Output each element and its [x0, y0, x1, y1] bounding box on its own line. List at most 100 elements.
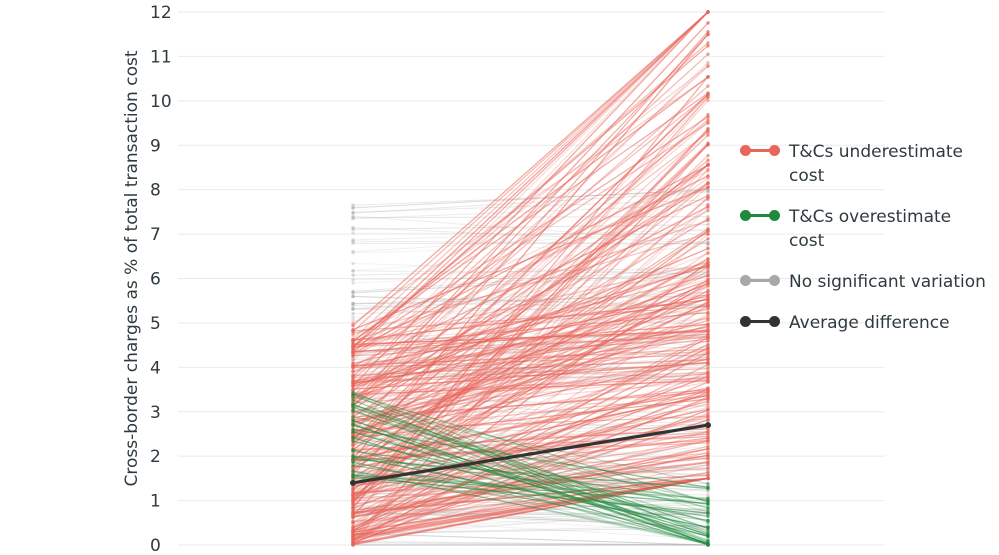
- series-line-underestimate: [352, 293, 709, 357]
- average-line: [352, 423, 709, 485]
- series-line-underestimate: [352, 477, 709, 500]
- series-line-no-variation: [352, 227, 709, 244]
- series-point-overestimate: [706, 538, 710, 542]
- series-line-underestimate: [352, 177, 709, 436]
- series-line-no-variation: [352, 204, 709, 220]
- series-line-underestimate: [352, 361, 709, 390]
- series-line-underestimate: [352, 65, 709, 342]
- series-line-no-variation: [352, 533, 709, 546]
- average-point: [705, 422, 711, 429]
- series-point-overestimate: [351, 408, 355, 412]
- legend-item-underestimate[interactable]: T&Cs underestimate cost: [740, 140, 990, 188]
- series-point-underestimate: [351, 337, 355, 341]
- series-line-underestimate: [352, 170, 709, 336]
- series-point-underestimate: [351, 345, 355, 350]
- series-point-underestimate: [706, 153, 710, 158]
- series-line-underestimate: [352, 85, 709, 397]
- series-point-underestimate: [351, 502, 355, 506]
- series-point-underestimate: [706, 284, 710, 288]
- series-point-underestimate: [706, 327, 710, 332]
- series-point-no-variation: [706, 244, 710, 248]
- series-line-overestimate: [352, 419, 709, 545]
- series-line-underestimate: [352, 477, 709, 546]
- series-line-underestimate: [352, 335, 709, 353]
- series-point-underestimate: [706, 430, 710, 434]
- series-point-underestimate: [706, 446, 710, 451]
- series-line-underestimate: [352, 303, 709, 434]
- series-point-overestimate: [706, 514, 710, 519]
- series-point-no-variation: [351, 281, 355, 285]
- series-point-no-variation: [351, 273, 355, 277]
- series-line-underestimate: [352, 270, 709, 447]
- series-line-underestimate: [352, 351, 709, 479]
- series-point-underestimate: [351, 534, 355, 539]
- legend-swatch-icon: [740, 270, 780, 292]
- series-line-no-variation: [352, 359, 709, 380]
- series-line-underestimate: [352, 373, 709, 397]
- y-axis-title: Cross-border charges as % of total trans…: [122, 50, 142, 486]
- series-line-underestimate: [352, 375, 709, 509]
- series-point-overestimate: [351, 402, 355, 407]
- series-line-overestimate: [352, 391, 709, 537]
- legend-item-average[interactable]: Average difference: [740, 311, 990, 335]
- series-point-underestimate: [706, 112, 710, 117]
- series-point-underestimate: [351, 345, 355, 350]
- series-line-underestimate: [352, 358, 709, 437]
- series-line-underestimate: [352, 143, 709, 496]
- series-line-underestimate: [352, 477, 709, 525]
- series-point-no-variation: [706, 198, 710, 202]
- series-line-underestimate: [352, 380, 709, 415]
- series-point-underestimate: [351, 369, 355, 373]
- series-point-overestimate: [351, 457, 355, 461]
- series-point-underestimate: [706, 441, 710, 445]
- series-point-underestimate: [351, 502, 355, 506]
- series-point-underestimate: [706, 370, 710, 374]
- series-point-underestimate: [706, 330, 710, 334]
- series-point-underestimate: [706, 466, 710, 470]
- series-point-no-variation: [351, 311, 355, 316]
- series-point-no-variation: [706, 187, 710, 192]
- legend-item-overestimate[interactable]: T&Cs overestimate cost: [740, 205, 990, 253]
- series-point-underestimate: [351, 538, 355, 543]
- series-point-underestimate: [706, 274, 710, 278]
- series-point-no-variation: [706, 537, 710, 541]
- series-point-overestimate: [351, 475, 355, 479]
- series-point-no-variation: [706, 187, 710, 192]
- series-point-underestimate: [706, 98, 710, 103]
- series-point-no-variation: [351, 307, 355, 311]
- series-point-underestimate: [351, 499, 355, 503]
- series-line-underestimate: [352, 238, 709, 461]
- series-line-underestimate: [352, 182, 709, 418]
- series-line-underestimate: [352, 427, 709, 451]
- series-point-underestimate: [706, 429, 710, 433]
- series-point-underestimate: [706, 354, 710, 359]
- series-line-underestimate: [352, 282, 709, 427]
- series-line-underestimate: [352, 164, 709, 440]
- series-line-underestimate: [352, 197, 709, 503]
- series-line-no-variation: [352, 240, 709, 245]
- series-point-no-variation: [351, 357, 355, 362]
- series-point-underestimate: [706, 118, 710, 122]
- series-line-no-variation: [352, 346, 709, 352]
- series-line-overestimate: [352, 429, 709, 541]
- series-point-no-variation: [706, 481, 710, 486]
- series-line-overestimate: [352, 458, 709, 490]
- series-point-underestimate: [706, 314, 710, 318]
- series-point-underestimate: [706, 21, 710, 25]
- series-point-overestimate: [706, 501, 710, 506]
- series-line-underestimate: [352, 207, 709, 540]
- series-point-no-variation: [706, 222, 710, 227]
- series-line-overestimate: [352, 474, 709, 500]
- series-point-underestimate: [706, 185, 710, 189]
- series-point-underestimate: [706, 399, 710, 404]
- series-point-underestimate: [706, 129, 710, 134]
- series-line-no-variation: [352, 513, 709, 516]
- series-line-underestimate: [352, 415, 709, 431]
- series-line-underestimate: [352, 348, 709, 367]
- series-point-overestimate: [706, 497, 710, 501]
- series-point-no-variation: [351, 357, 355, 361]
- series-line-underestimate: [352, 331, 709, 348]
- legend-swatch-icon: [740, 205, 780, 227]
- series-point-no-variation: [351, 307, 355, 311]
- legend-item-no-variation[interactable]: No significant variation: [740, 270, 990, 294]
